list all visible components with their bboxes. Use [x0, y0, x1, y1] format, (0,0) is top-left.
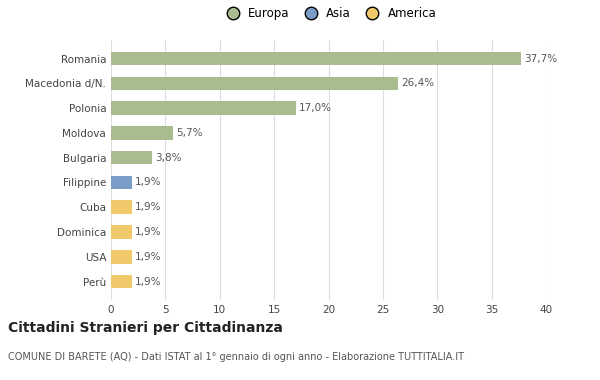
Text: 26,4%: 26,4% [401, 78, 434, 88]
Text: 5,7%: 5,7% [176, 128, 203, 138]
Text: 37,7%: 37,7% [524, 54, 557, 63]
Text: Cittadini Stranieri per Cittadinanza: Cittadini Stranieri per Cittadinanza [8, 321, 283, 335]
Bar [111, 76, 398, 90]
Bar [111, 126, 173, 140]
Text: 1,9%: 1,9% [135, 202, 161, 212]
Text: COMUNE DI BARETE (AQ) - Dati ISTAT al 1° gennaio di ogni anno - Elaborazione TUT: COMUNE DI BARETE (AQ) - Dati ISTAT al 1°… [8, 352, 464, 361]
Bar [111, 101, 296, 115]
Legend: Europa, Asia, America: Europa, Asia, America [221, 7, 436, 20]
Bar [111, 200, 131, 214]
Bar [111, 151, 152, 165]
Text: 1,9%: 1,9% [135, 277, 161, 287]
Bar [111, 52, 521, 65]
Text: 3,8%: 3,8% [155, 153, 182, 163]
Bar [111, 250, 131, 264]
Text: 17,0%: 17,0% [299, 103, 332, 113]
Text: 1,9%: 1,9% [135, 252, 161, 262]
Text: 1,9%: 1,9% [135, 227, 161, 237]
Bar [111, 275, 131, 288]
Text: 1,9%: 1,9% [135, 177, 161, 187]
Bar [111, 225, 131, 239]
Bar [111, 176, 131, 189]
